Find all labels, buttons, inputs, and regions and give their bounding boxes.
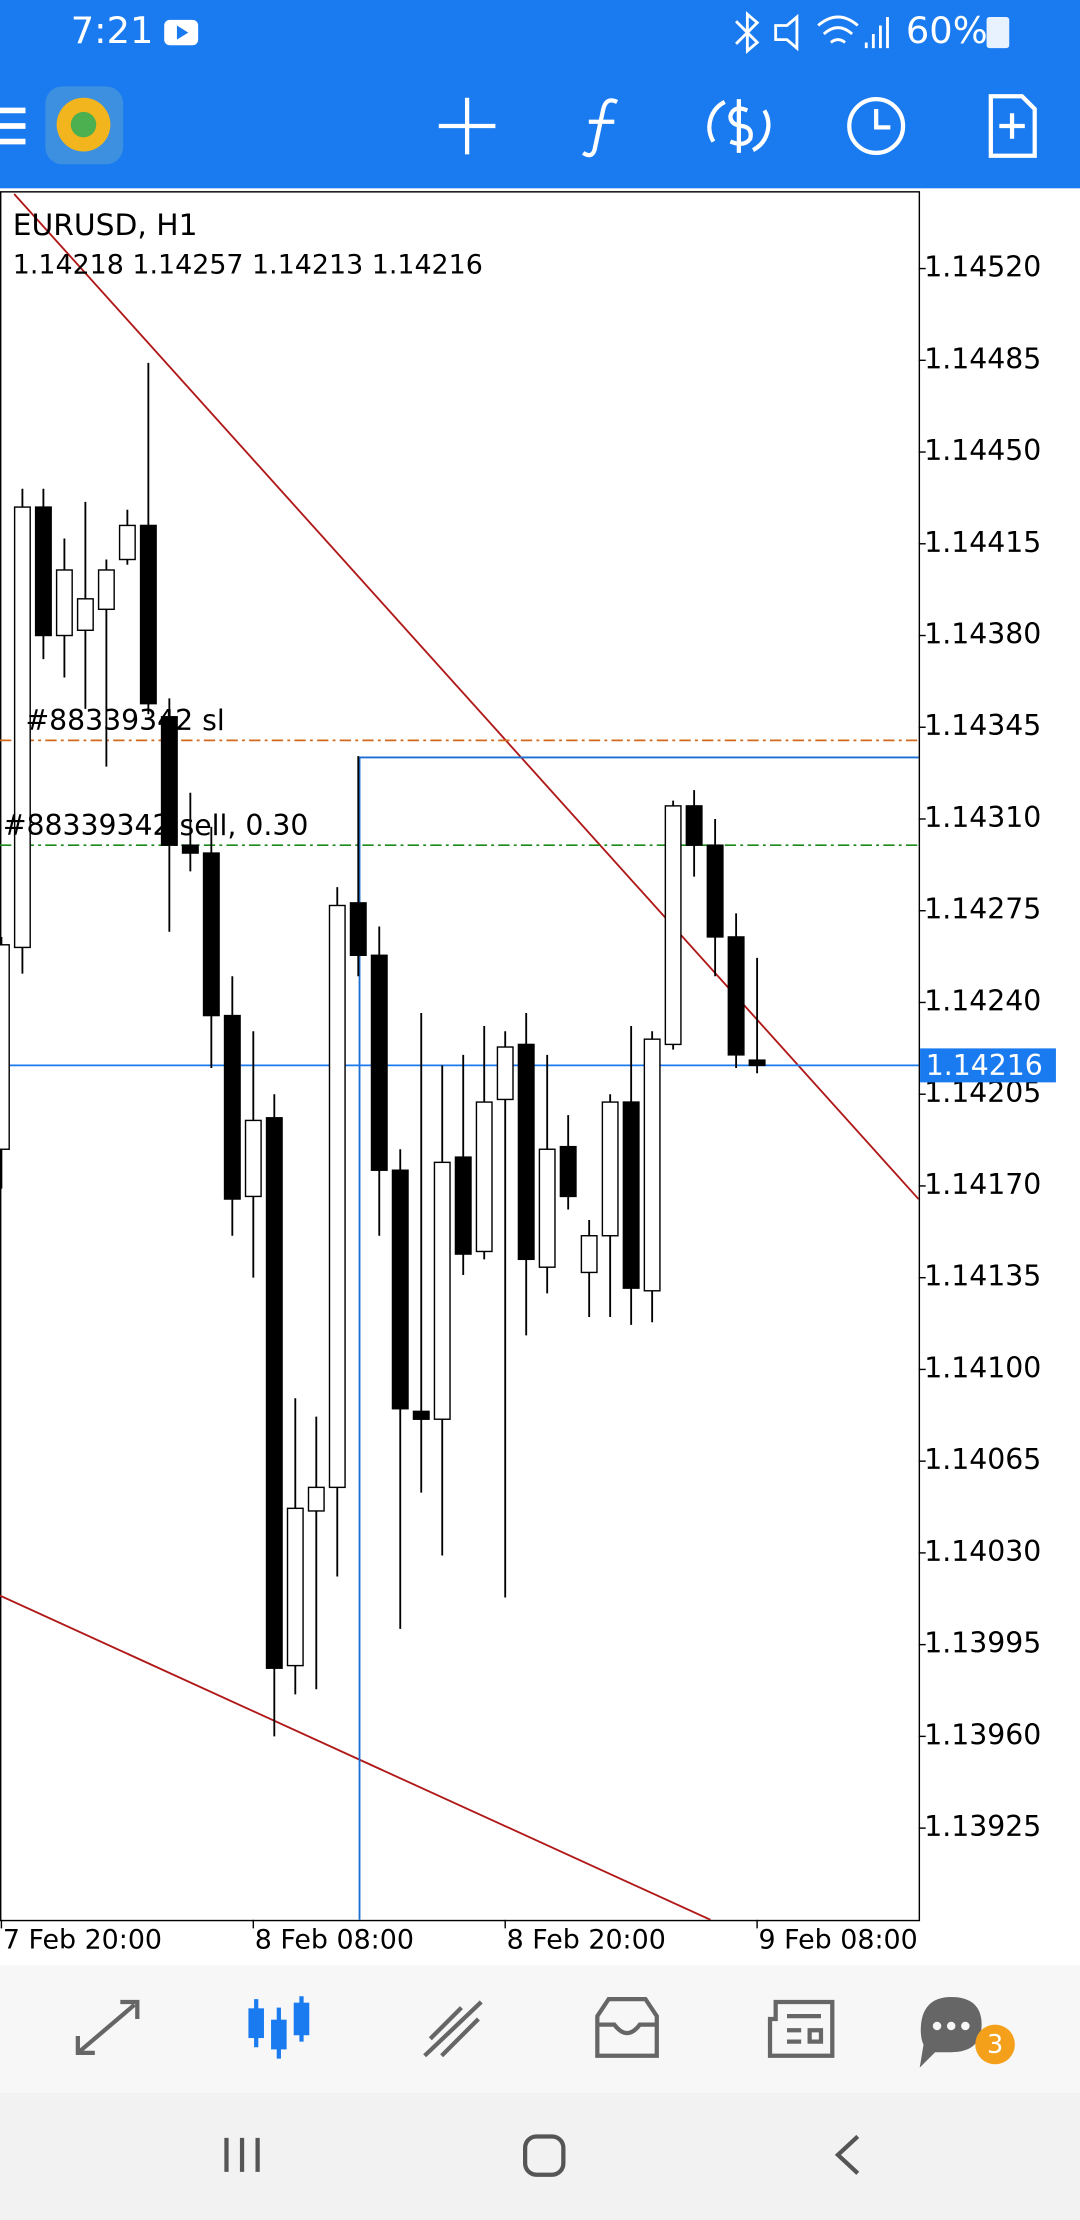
candle-body [139,524,157,705]
candle-body [13,506,31,949]
badge-count: 3 [987,2030,1003,2060]
plot-area [0,191,921,1922]
recents-button[interactable] [224,2137,260,2172]
candle-body [97,569,115,611]
home-button[interactable] [523,2134,566,2177]
y-tick-label: 1.14100 [924,1351,1041,1384]
y-tick-label: 1.14170 [924,1168,1041,1201]
trendline [0,1594,711,1920]
y-tick-label: 1.13995 [924,1627,1041,1660]
timeframe-button[interactable] [847,96,906,156]
y-tick-label: 1.14345 [924,709,1041,742]
candle-body [55,569,73,637]
y-tick-label: 1.14275 [924,893,1041,926]
candle-body [160,716,178,846]
y-tick-label: 1.14065 [924,1443,1041,1476]
candle-body [538,1148,556,1268]
candle-body [748,1059,766,1067]
chart-title: EURUSD, H1 [13,208,198,243]
y-tick-label: 1.14135 [924,1260,1041,1293]
bid-label: 1.14216 [926,1049,1043,1082]
trendline [13,193,919,1200]
candle-body [76,598,94,631]
x-tick-label: 8 Feb 08:00 [255,1925,414,1956]
dot [932,2021,942,2031]
candle-body [265,1117,283,1669]
candle-body [580,1235,598,1274]
candle-body [244,1119,262,1198]
candle-body [727,936,745,1056]
plot [0,193,919,1920]
nav-trade[interactable] [423,2000,483,2058]
candle-body [412,1410,430,1420]
badge [975,2024,1015,2065]
y-tick-label: 1.14415 [924,526,1041,559]
candle-body [223,1014,241,1200]
candle-body [202,852,220,1017]
y-tick-label: 1.14240 [924,984,1041,1017]
candle-body [475,1101,493,1253]
y-tick-label: 1.14520 [924,251,1041,284]
candle-body [0,944,10,1150]
dot [961,2021,970,2031]
candle-body [286,1507,304,1667]
trade-button[interactable] [707,99,771,153]
youtube-play [176,25,189,40]
system-nav [0,2092,1080,2220]
x-tick-label: 7 Feb 20:00 [3,1925,162,1956]
candle-body [34,506,52,637]
y-tick-label: 1.13960 [924,1718,1041,1751]
x-tick-label: 8 Feb 20:00 [507,1925,666,1956]
candle-body [706,844,724,938]
candle-body [559,1145,577,1198]
candle-body [118,524,136,561]
y-tick-label: 1.14450 [924,434,1041,467]
candle-body [643,1038,661,1292]
candle-body [307,1486,325,1512]
x-tick-label: 9 Feb 08:00 [759,1925,918,1956]
menu-button[interactable] [0,107,26,145]
y-tick-label: 1.14310 [924,801,1041,834]
candle-body [181,844,199,854]
candle-body [664,805,682,1046]
y-tick-label: 1.13925 [924,1810,1041,1843]
candle-body [391,1169,409,1410]
battery-text: 60% [906,9,988,52]
ohlc-text: 1.14218 1.14257 1.14213 1.14216 [13,250,483,281]
status-icons [735,11,889,55]
candle-body [433,1161,451,1420]
candle-body [328,904,346,1489]
candle-body [517,1043,535,1261]
status-time: 7:21 [71,9,154,52]
battery-icon [986,16,1010,49]
dot [946,2021,956,2031]
candle-body [685,805,703,846]
candle-body [622,1101,640,1289]
y-tick-label: 1.14485 [924,342,1041,375]
bid-label-box [920,1048,1056,1083]
app-logo-center [70,111,97,138]
nav-history[interactable] [595,1997,659,2058]
new-order-button[interactable] [988,94,1037,158]
order-level-label: #88339342 sl [25,704,224,737]
indicators-button[interactable] [581,98,619,158]
nav-chart[interactable] [248,1996,310,2059]
nav-news[interactable] [767,1999,835,2058]
nav-quotes[interactable] [75,1999,140,2056]
candle-body [496,1046,514,1101]
candle-body [454,1156,472,1255]
candle-body [349,902,367,956]
price-object [358,756,919,1920]
candle-body [601,1101,619,1237]
back-button[interactable] [834,2134,860,2175]
y-tick-label: 1.14030 [924,1535,1041,1568]
order-level-label: #88339342 sell, 0.30 [3,809,309,842]
bottom-nav [0,1965,1080,2093]
y-tick-label: 1.14380 [924,618,1041,651]
candle-body [370,954,388,1171]
crosshair-button[interactable] [438,97,496,155]
